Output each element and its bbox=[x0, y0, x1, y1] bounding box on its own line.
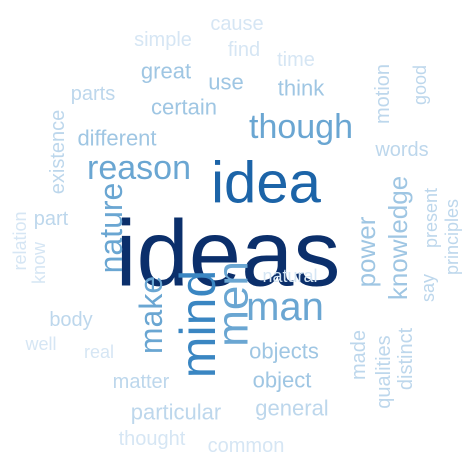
word-certain: certain bbox=[151, 95, 217, 120]
word-matter: matter bbox=[113, 371, 170, 393]
word-objects: objects bbox=[249, 339, 319, 364]
word-knowledge: knowledge bbox=[383, 176, 413, 300]
word-say: say bbox=[418, 274, 438, 302]
word-present: present bbox=[421, 188, 441, 248]
word-made: made bbox=[348, 330, 370, 380]
word-object: object bbox=[253, 368, 312, 393]
word-parts: parts bbox=[71, 83, 115, 105]
word-use: use bbox=[208, 70, 243, 95]
word-qualities: qualities bbox=[373, 335, 395, 408]
word-well: well bbox=[24, 334, 56, 354]
word-common: common bbox=[208, 435, 285, 457]
word-idea: idea bbox=[211, 151, 321, 216]
word-great: great bbox=[141, 59, 191, 84]
word-particular: particular bbox=[131, 400, 221, 425]
word-reason: reason bbox=[87, 149, 191, 187]
word-general: general bbox=[255, 396, 328, 421]
word-power: power bbox=[351, 216, 381, 287]
word-man: man bbox=[246, 285, 324, 329]
word-good: good bbox=[410, 65, 430, 105]
word-body: body bbox=[49, 309, 92, 331]
word-words: words bbox=[374, 139, 428, 161]
word-different: different bbox=[77, 126, 156, 151]
word-find: find bbox=[228, 39, 260, 61]
word-think: think bbox=[278, 76, 325, 101]
word-though: though bbox=[249, 108, 353, 146]
word-thought: thought bbox=[119, 428, 186, 450]
word-real: real bbox=[84, 342, 114, 362]
word-distinct: distinct bbox=[395, 327, 417, 390]
word-nature: nature bbox=[93, 183, 129, 274]
word-know: know bbox=[29, 241, 49, 284]
word-motion: motion bbox=[372, 64, 394, 124]
word-simple: simple bbox=[134, 29, 192, 51]
word-make: make bbox=[133, 276, 169, 354]
word-relation: relation bbox=[10, 211, 30, 270]
word-cause: cause bbox=[210, 13, 263, 35]
word-time: time bbox=[277, 49, 315, 71]
word-principles: principles bbox=[442, 199, 462, 275]
word-natural: natural bbox=[262, 266, 317, 286]
word-existence: existence bbox=[47, 110, 69, 195]
word-part: part bbox=[34, 208, 69, 230]
